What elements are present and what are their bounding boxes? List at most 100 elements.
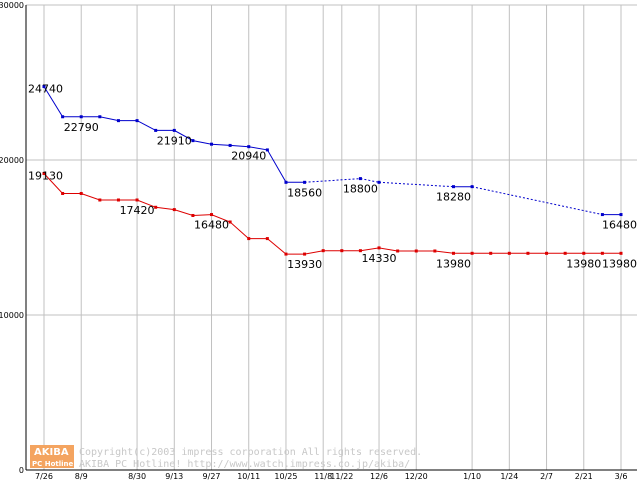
data-point — [98, 115, 102, 119]
grid-lines — [26, 4, 637, 471]
data-point — [79, 191, 83, 195]
data-label: 16480 — [194, 219, 229, 232]
data-label: 17420 — [120, 204, 155, 217]
y-tick-label: 0 — [19, 466, 24, 475]
series-line-segment — [378, 181, 454, 188]
data-label: 13980 — [566, 257, 601, 270]
data-point — [358, 177, 362, 181]
x-tick-label: 8/9 — [75, 472, 88, 480]
x-tick-label: 9/27 — [203, 472, 221, 480]
axes — [25, 5, 637, 471]
akiba-logo-top-text: AKIBA — [34, 447, 69, 458]
data-point — [61, 191, 65, 195]
data-point — [414, 249, 418, 253]
series-2 — [42, 171, 623, 256]
data-point — [210, 142, 214, 146]
data-label: 21910 — [157, 134, 192, 147]
data-label: 24740 — [28, 83, 63, 96]
x-tick-label: 10/11 — [237, 472, 260, 480]
data-point — [172, 128, 176, 132]
data-point — [340, 249, 344, 253]
data-point — [172, 208, 176, 212]
data-point — [470, 185, 474, 189]
data-labels-layer: 24740 22790 21910 20940 18560 18800 18280 16480… — [28, 83, 637, 272]
data-label: 18280 — [436, 191, 471, 204]
data-point — [433, 249, 437, 253]
x-tick-label: 1/10 — [463, 472, 481, 480]
data-label: 16480 — [602, 219, 637, 232]
data-label: 19130 — [28, 169, 63, 182]
series-1 — [42, 85, 623, 217]
data-point — [303, 252, 307, 256]
data-label: 13930 — [287, 258, 322, 271]
data-point — [470, 251, 474, 255]
akiba-logo-bottom-text: PC Hotline! — [32, 460, 76, 468]
data-point — [600, 251, 604, 255]
data-point — [507, 251, 511, 255]
series-layer — [42, 85, 623, 256]
x-tick-label: 11/22 — [330, 472, 353, 480]
data-point — [210, 213, 214, 217]
site-url-line: AKIBA PC Hotline! http://www.watch.impre… — [79, 459, 410, 470]
data-point — [377, 246, 381, 250]
data-point — [265, 237, 269, 241]
x-tick-label: 8/30 — [128, 472, 146, 480]
x-tick-label: 1/24 — [500, 472, 518, 480]
data-label: 20940 — [231, 149, 266, 162]
data-point — [79, 115, 83, 119]
x-tick-label: 11/8 — [314, 472, 332, 480]
x-tick-label: 7/26 — [35, 472, 53, 480]
x-tick-label: 2/7 — [540, 472, 553, 480]
data-point — [619, 251, 623, 255]
data-point — [284, 252, 288, 256]
data-label: 13980 — [436, 257, 471, 270]
data-point — [582, 251, 586, 255]
data-point — [396, 249, 400, 253]
data-point — [154, 205, 158, 209]
data-point — [451, 251, 455, 255]
data-point — [135, 119, 139, 123]
data-point — [526, 251, 530, 255]
x-tick-label: 10/25 — [274, 472, 297, 480]
data-point — [228, 220, 232, 224]
data-point — [451, 185, 455, 189]
data-point — [42, 85, 46, 89]
data-point — [116, 119, 120, 123]
data-point — [61, 115, 65, 119]
y-axis-ticks: 0 10000 20000 30000 — [0, 1, 24, 475]
data-point — [284, 180, 288, 184]
y-tick-label: 20000 — [0, 156, 24, 165]
y-tick-label: 10000 — [0, 311, 24, 320]
series-line-segment — [304, 178, 380, 183]
data-point — [303, 180, 307, 184]
x-tick-label: 12/20 — [405, 472, 428, 480]
data-point — [98, 198, 102, 202]
data-point — [321, 249, 325, 253]
data-label: 22790 — [64, 121, 99, 134]
data-point — [358, 249, 362, 253]
data-point — [191, 213, 195, 217]
data-point — [247, 237, 251, 241]
data-point — [545, 251, 549, 255]
x-tick-label: 2/21 — [575, 472, 593, 480]
data-point — [116, 198, 120, 202]
x-tick-label: 9/13 — [165, 472, 183, 480]
data-point — [135, 198, 139, 202]
x-tick-label: 3/6 — [615, 472, 628, 480]
data-label: 14330 — [362, 252, 397, 265]
series-line-segment — [43, 173, 621, 255]
series-line-segment — [471, 186, 603, 216]
data-point — [247, 145, 251, 149]
akiba-logo-box-bottom — [30, 458, 74, 468]
data-point — [228, 143, 232, 147]
data-point — [154, 128, 158, 132]
copyright-line: Copyright(c)2003 impress corporation All… — [79, 447, 422, 458]
data-point — [191, 139, 195, 143]
data-point — [265, 148, 269, 152]
data-label: 13980 — [602, 257, 637, 270]
y-tick-label: 30000 — [0, 1, 24, 10]
data-point — [42, 171, 46, 175]
data-label: 18560 — [287, 186, 322, 199]
data-point — [489, 251, 493, 255]
data-point — [563, 251, 567, 255]
